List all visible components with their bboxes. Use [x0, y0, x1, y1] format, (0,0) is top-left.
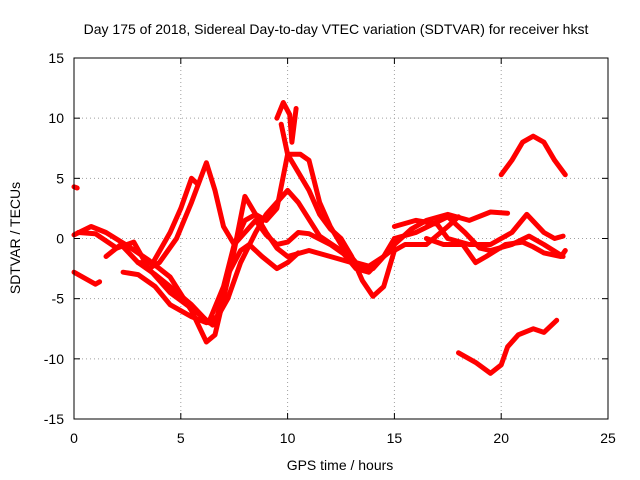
- axis-ticks: 0 5 10 15 20 25 -15 -10 -5 0 5 10 15: [44, 50, 616, 446]
- y-tick-label: 5: [56, 170, 64, 186]
- series-arc-13: [423, 236, 568, 266]
- chart-title: Day 175 of 2018, Sidereal Day-to-day VTE…: [84, 21, 589, 37]
- y-tick-label: 15: [48, 50, 64, 66]
- series-arc-12: [391, 214, 566, 259]
- series-arc-8: [135, 175, 201, 266]
- series-arc-6: [120, 242, 301, 326]
- series-arc-15: [498, 133, 568, 178]
- x-tick-label: 20: [493, 430, 509, 446]
- y-tick-label: -10: [44, 351, 64, 367]
- y-tick-label: 0: [56, 231, 64, 247]
- x-axis-label: GPS time / hours: [287, 457, 394, 473]
- series-arc-1: [71, 184, 80, 191]
- x-tick-label: 10: [280, 430, 296, 446]
- series-arc-2: [71, 269, 103, 287]
- y-tick-label: -15: [44, 411, 64, 427]
- y-axis-label: SDTVAR / TECUs: [7, 182, 23, 294]
- x-tick-label: 5: [177, 430, 185, 446]
- x-tick-label: 25: [600, 430, 616, 446]
- series-arc-9: [274, 100, 299, 145]
- x-tick-label: 15: [387, 430, 403, 446]
- y-tick-label: -5: [52, 291, 65, 307]
- x-tick-label: 0: [70, 430, 78, 446]
- series-arc-7: [146, 160, 365, 272]
- series-arc-10: [278, 121, 461, 299]
- series-arc-14: [456, 317, 560, 376]
- series-arc-3: [71, 193, 397, 345]
- y-tick-label: 10: [48, 110, 64, 126]
- data-series: [71, 100, 568, 376]
